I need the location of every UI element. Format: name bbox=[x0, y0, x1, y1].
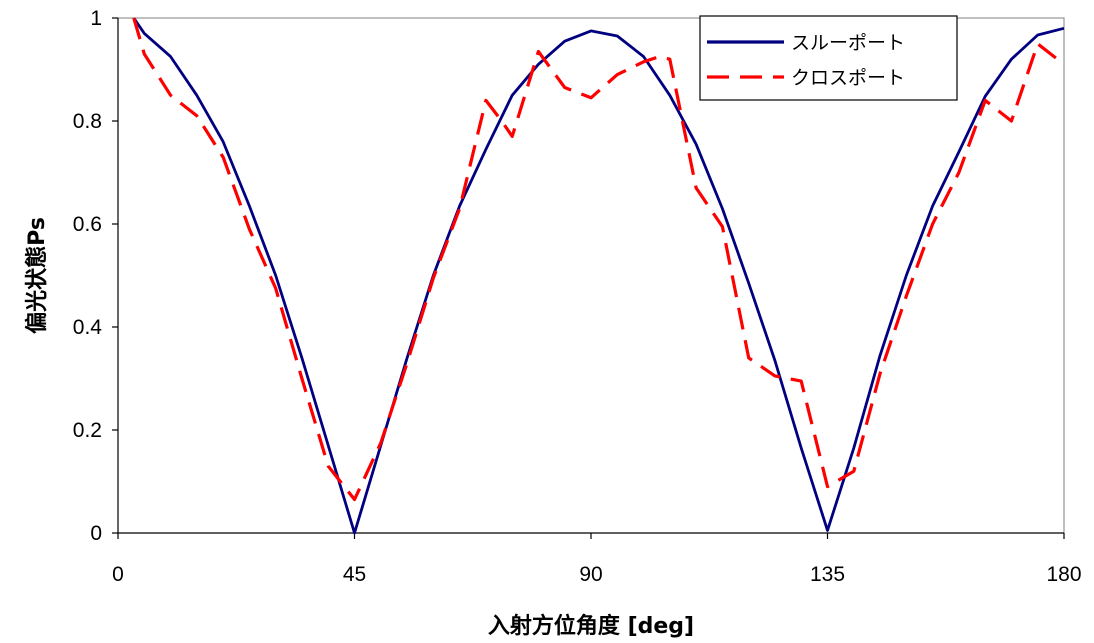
series-layer bbox=[132, 17, 1065, 535]
y-tick-label: 0.6 bbox=[73, 213, 102, 236]
x-tick-label: 90 bbox=[579, 563, 602, 586]
legend-box bbox=[699, 15, 958, 101]
series-line-through-port bbox=[132, 17, 1065, 535]
x-tick-label: 135 bbox=[810, 563, 845, 586]
y-axis-title: 偏光状態Ps bbox=[24, 217, 50, 334]
legend: スルーポート クロスポート bbox=[699, 15, 958, 101]
legend-label-through-port: スルーポート bbox=[791, 32, 905, 54]
x-tick-label: 180 bbox=[1046, 563, 1081, 586]
y-tick-label: 0.2 bbox=[73, 419, 102, 442]
series-line-cross-port bbox=[132, 17, 1065, 502]
y-tick-label: 0 bbox=[90, 522, 102, 545]
x-tick-label: 0 bbox=[112, 563, 124, 586]
y-tick-label: 0.4 bbox=[73, 316, 103, 339]
y-tick-label: 1 bbox=[90, 7, 102, 30]
legend-label-cross-port: クロスポート bbox=[791, 67, 905, 89]
x-axis-title: 入射方位角度 [deg] bbox=[488, 613, 694, 639]
x-tick-label: 45 bbox=[343, 563, 366, 586]
y-tick-label: 0.8 bbox=[73, 110, 102, 133]
x-axis: 0 45 90 135 180 bbox=[112, 533, 1082, 586]
y-axis: 0 0.2 0.4 0.6 0.8 1 bbox=[73, 7, 118, 545]
